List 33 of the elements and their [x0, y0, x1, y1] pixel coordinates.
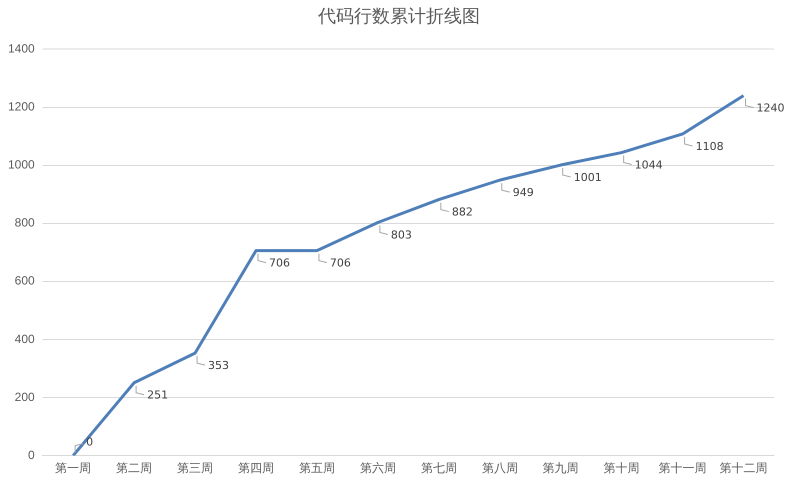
data-label: 251	[147, 388, 168, 402]
x-tick-label: 第七周	[420, 461, 457, 476]
x-tick-label: 第九周	[542, 461, 579, 476]
x-tick-label: 第十周	[604, 461, 640, 476]
x-tick-label: 第四周	[238, 461, 274, 476]
x-tick-label: 第八周	[482, 461, 518, 476]
data-label: 949	[512, 186, 534, 199]
data-label: 882	[452, 205, 473, 218]
x-tick-label: 第一周	[55, 461, 92, 476]
y-tick-label: 800	[14, 216, 36, 230]
data-label: 1240	[756, 102, 785, 115]
y-tick-label: 600	[14, 274, 36, 288]
x-tick-label: 第六周	[360, 461, 396, 476]
x-tick-label: 第五周	[298, 461, 335, 476]
data-label: 1001	[574, 170, 602, 184]
y-tick-label: 1000	[8, 158, 36, 172]
y-tick-label: 400	[14, 332, 36, 346]
x-tick-label: 第十一周	[658, 461, 707, 476]
data-label: 0	[86, 435, 94, 448]
y-tick-label: 0	[28, 448, 36, 462]
y-tick-label: 1200	[8, 100, 36, 114]
data-label: 706	[268, 256, 290, 270]
data-label: 706	[330, 256, 351, 270]
x-tick-label: 第二周	[116, 461, 152, 476]
data-label: 353	[208, 358, 230, 372]
data-label: 1108	[696, 140, 724, 153]
x-tick-label: 第十二周	[720, 461, 768, 476]
data-label: 1044	[634, 158, 663, 172]
x-tick-label: 第三周	[177, 461, 214, 476]
y-tick-label: 1400	[8, 42, 36, 56]
chart-title: 代码行数累计折线图	[317, 5, 481, 29]
data-label: 803	[390, 228, 412, 242]
y-tick-label: 200	[14, 390, 36, 404]
